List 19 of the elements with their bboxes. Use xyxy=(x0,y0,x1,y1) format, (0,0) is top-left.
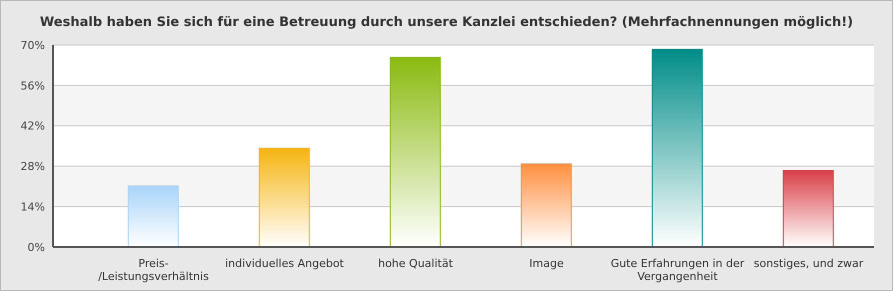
x-tick-label: sonstiges, und zwar xyxy=(754,257,864,270)
bar xyxy=(782,170,834,247)
x-tick-label: Image xyxy=(529,257,564,270)
x-tick-label: Gute Erfahrungen in der Vergangenheit xyxy=(610,257,745,283)
y-tick-label: 28% xyxy=(20,160,45,174)
bar xyxy=(652,48,703,247)
bar xyxy=(128,185,179,247)
bar xyxy=(258,148,310,247)
y-tick-label: 14% xyxy=(20,200,45,214)
bar xyxy=(520,163,572,247)
chart-title: Weshalb haben Sie sich für eine Betreuung durch unsere Kanzlei entschieden? (Mehrfachnennungen möglich!) xyxy=(38,15,854,30)
x-tick-label: individuelles Angebot xyxy=(225,257,345,270)
y-tick-label: 70% xyxy=(20,38,45,52)
x-tick-label: Preis-/Leistungsverhältnis xyxy=(98,257,210,283)
y-tick-label: 56% xyxy=(20,79,45,92)
y-tick-label: 0% xyxy=(28,240,45,254)
bar xyxy=(390,56,441,247)
x-tick-label: hohe Qualität xyxy=(378,257,454,270)
y-tick-label: 42% xyxy=(20,120,45,133)
